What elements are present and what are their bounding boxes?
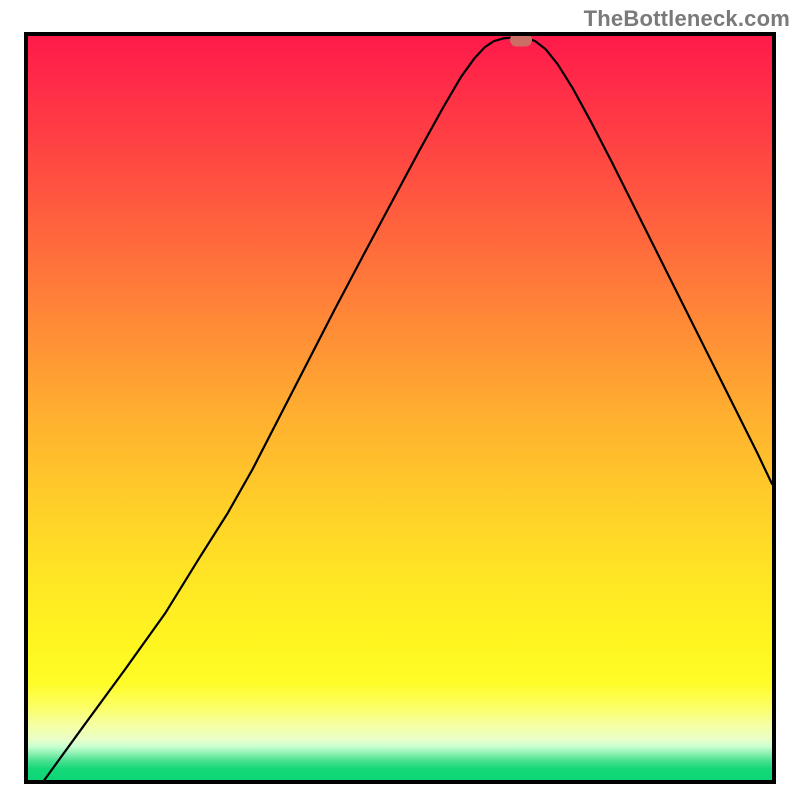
chart-frame (24, 32, 776, 784)
chart-plot-area (28, 36, 772, 780)
attribution-text: TheBottleneck.com (584, 6, 790, 32)
bottleneck-marker (510, 36, 532, 47)
bottleneck-curve (28, 36, 772, 780)
